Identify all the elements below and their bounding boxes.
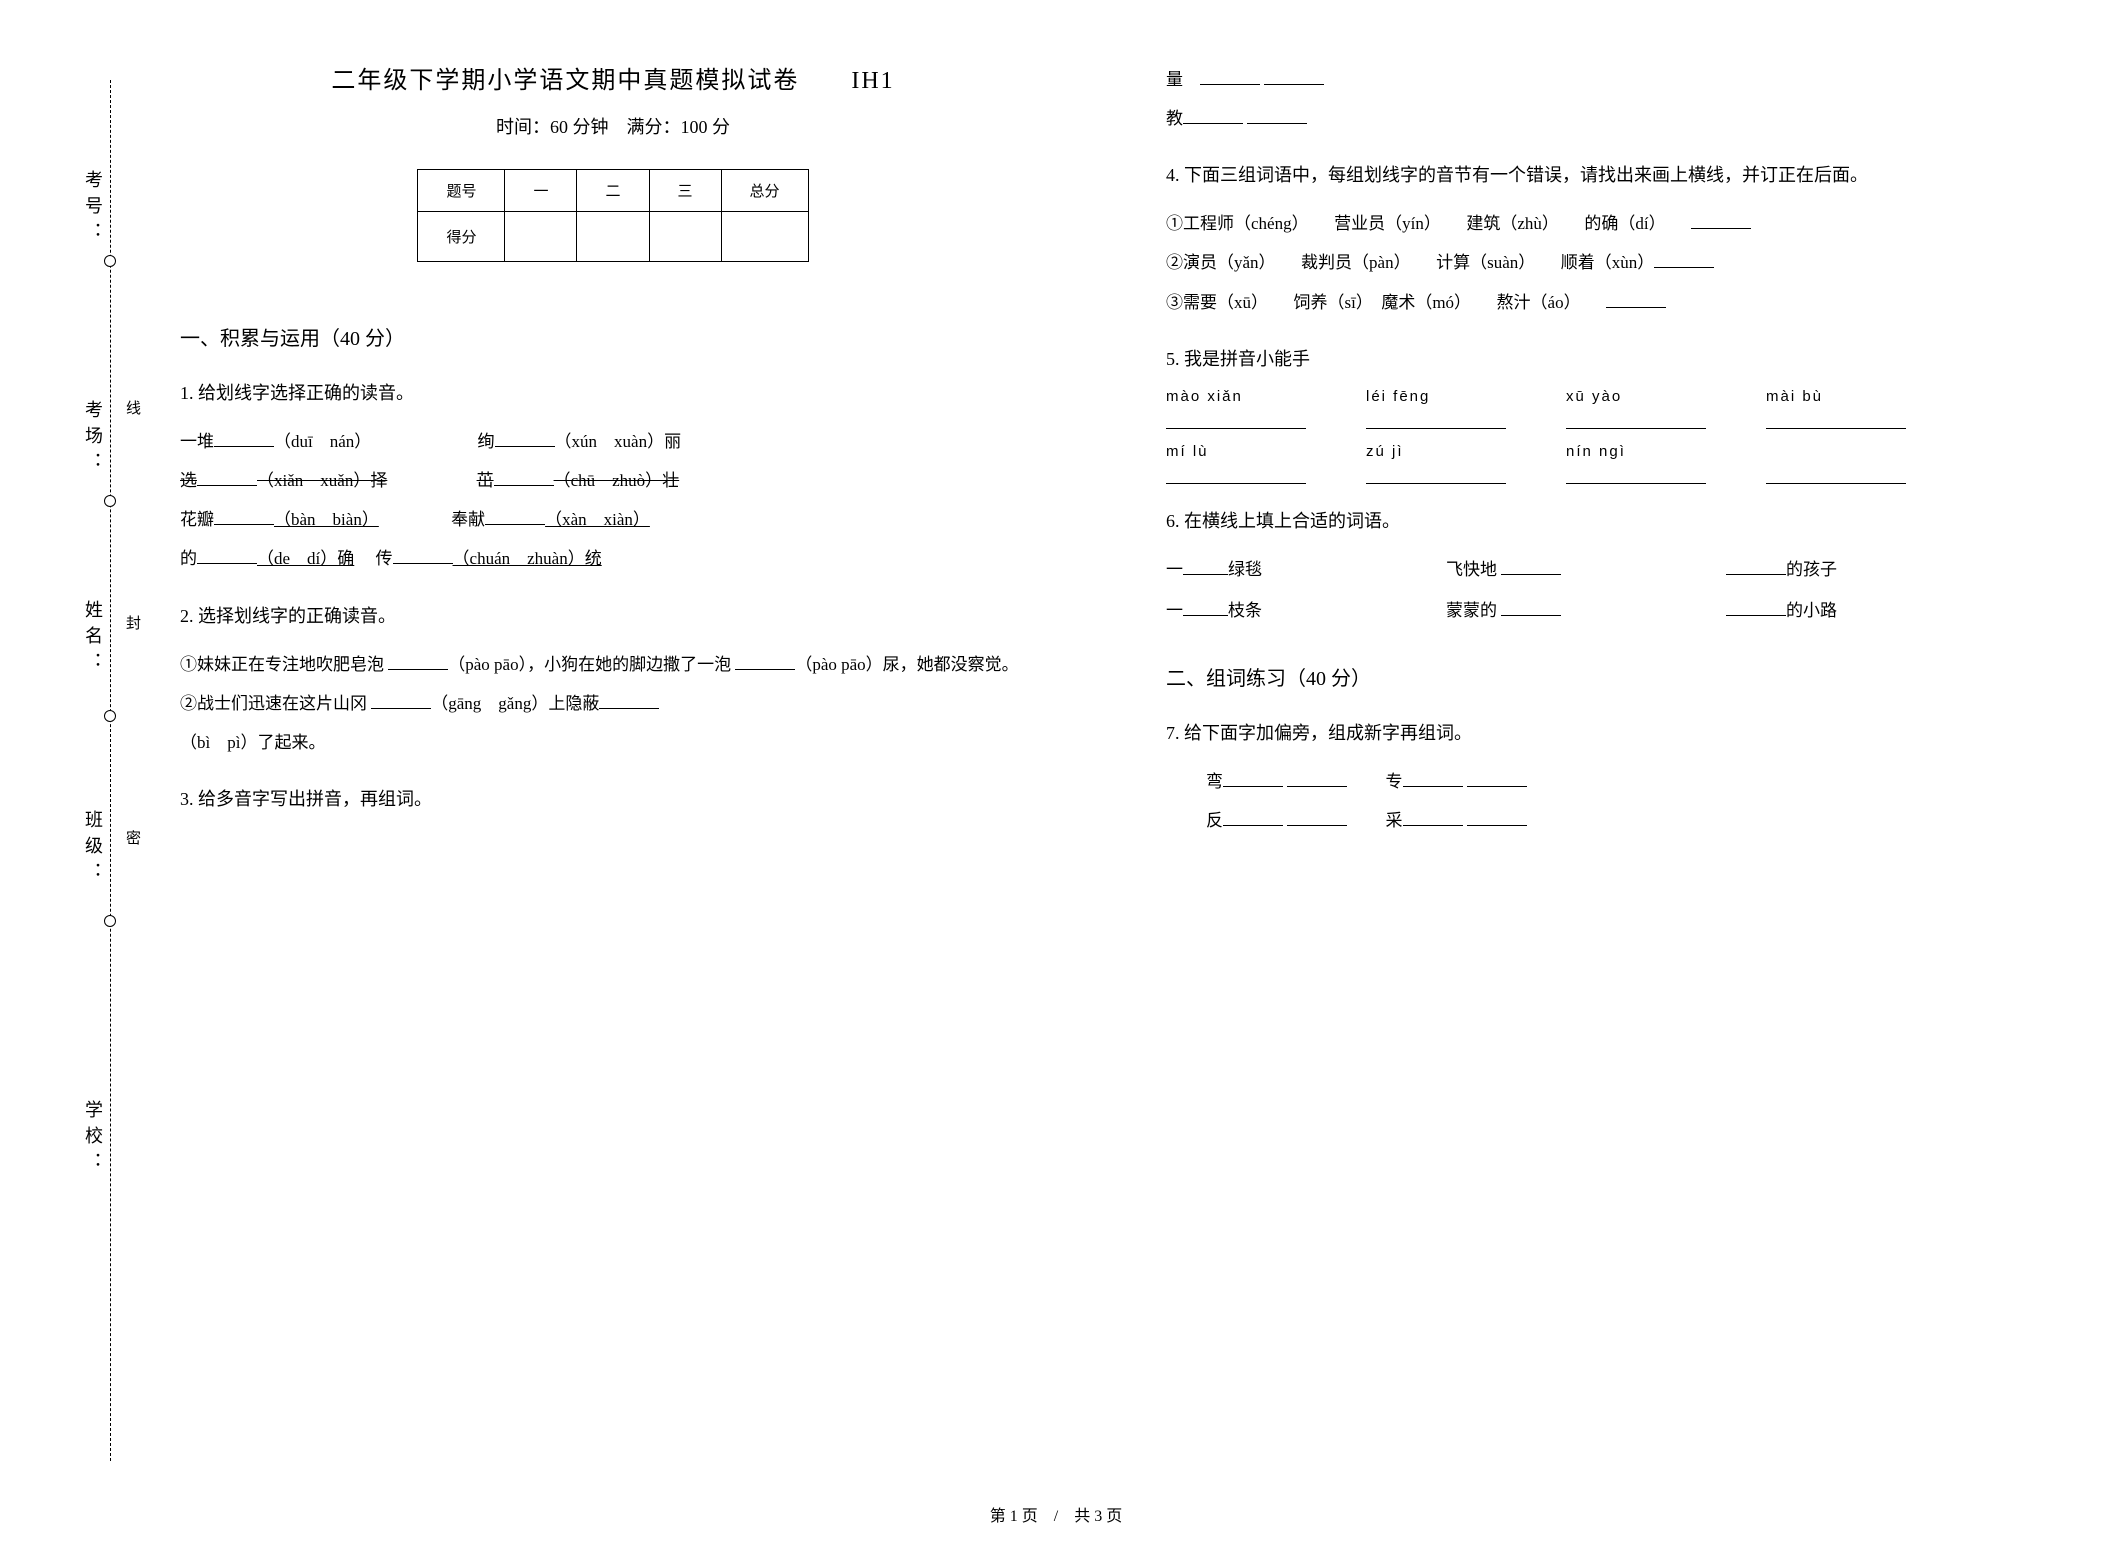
label-school: 学校： bbox=[80, 1100, 106, 1178]
pinyin-cell: léi fēng bbox=[1366, 388, 1506, 405]
hole-icon bbox=[104, 255, 116, 267]
seal-label-2: 封 bbox=[122, 615, 143, 646]
question-4-body: ①工程师（chéng） 营业员（yín） 建筑（zhù） 的确（dí） ②演员（… bbox=[1166, 204, 2032, 321]
section-heading-2: 二、组词练习（40 分） bbox=[1166, 662, 2032, 691]
question-1-title: 1. 给划线字选择正确的读音。 bbox=[180, 376, 1046, 410]
pinyin-cell: xū yào bbox=[1566, 388, 1706, 405]
exam-title: 二年级下学期小学语文期中真题模拟试卷 IH1 bbox=[180, 60, 1046, 95]
pinyin-cell: mài bù bbox=[1766, 388, 1906, 405]
pinyin-cell: mí lù bbox=[1166, 443, 1306, 460]
question-6-body: 一绿毯 飞快地 的孩子 一枝条 蒙蒙的 的小路 bbox=[1166, 550, 2032, 632]
pinyin-cell: nín ngì bbox=[1566, 443, 1706, 460]
column-left: 二年级下学期小学语文期中真题模拟试卷 IH1 时间：60 分钟 满分：100 分… bbox=[180, 60, 1046, 1521]
table-row: 题号 一 二 三 总分 bbox=[418, 170, 808, 212]
question-5-body: mào xiǎn léi fēng xū yào mài bù mí lù zú… bbox=[1166, 388, 2032, 484]
exam-subtitle: 时间：60 分钟 满分：100 分 bbox=[180, 113, 1046, 139]
hole-icon bbox=[104, 710, 116, 722]
question-5-title: 5. 我是拼音小能手 bbox=[1166, 342, 2032, 376]
score-table: 题号 一 二 三 总分 得分 bbox=[417, 169, 808, 262]
header-cell: 总分 bbox=[721, 170, 808, 212]
question-6-title: 6. 在横线上填上合适的词语。 bbox=[1166, 504, 2032, 538]
column-right: 量 教 4. 下面三组词语中，每组划线字的音节有一个错误，请找出来画上横线，并订… bbox=[1166, 60, 2032, 1521]
question-7-title: 7. 给下面字加偏旁，组成新字再组词。 bbox=[1166, 716, 2032, 750]
label-class: 班级： bbox=[80, 810, 106, 888]
section-heading-1: 一、积累与运用（40 分） bbox=[180, 322, 1046, 351]
question-2-title: 2. 选择划线字的正确读音。 bbox=[180, 599, 1046, 633]
seal-label-3: 密 bbox=[122, 830, 143, 861]
question-4-title: 4. 下面三组词语中，每组划线字的音节有一个错误，请找出来画上横线，并订正在后面… bbox=[1166, 158, 2032, 192]
question-7-body: 弯 专 反 采 bbox=[1166, 762, 2032, 840]
score-cell bbox=[505, 212, 577, 262]
table-row: 得分 bbox=[418, 212, 808, 262]
page-footer: 第 1 页 / 共 3 页 bbox=[0, 1502, 2112, 1526]
question-1-body: 一堆（duī nán） 绚（xún xuàn）丽 选（xiǎn xuǎn）择 茁… bbox=[180, 422, 1046, 578]
row-label: 得分 bbox=[418, 212, 505, 262]
pinyin-cell: zú jì bbox=[1366, 443, 1506, 460]
pinyin-cell bbox=[1766, 443, 1906, 460]
label-exam-room: 考场： bbox=[80, 400, 106, 478]
header-cell: 一 bbox=[505, 170, 577, 212]
seal-label-1: 线 bbox=[122, 400, 143, 431]
dashed-line bbox=[110, 80, 111, 1461]
score-cell bbox=[649, 212, 721, 262]
hole-icon bbox=[104, 915, 116, 927]
binding-sidebar: 考号： 考场： 姓名： 班级： 学校： 线 封 密 bbox=[40, 60, 140, 1521]
question-3-body: 量 教 bbox=[1166, 60, 2032, 138]
pinyin-cell: mào xiǎn bbox=[1166, 388, 1306, 405]
header-cell: 二 bbox=[577, 170, 649, 212]
hole-icon bbox=[104, 495, 116, 507]
label-name: 姓名： bbox=[80, 600, 106, 678]
score-cell bbox=[577, 212, 649, 262]
question-2-body: ①妹妹正在专注地吹肥皂泡 （pào pāo），小狗在她的脚边撒了一泡 （pào … bbox=[180, 645, 1046, 762]
header-cell: 三 bbox=[649, 170, 721, 212]
score-cell bbox=[721, 212, 808, 262]
header-cell: 题号 bbox=[418, 170, 505, 212]
question-3-title: 3. 给多音字写出拼音，再组词。 bbox=[180, 782, 1046, 816]
label-exam-number: 考号： bbox=[80, 170, 106, 248]
